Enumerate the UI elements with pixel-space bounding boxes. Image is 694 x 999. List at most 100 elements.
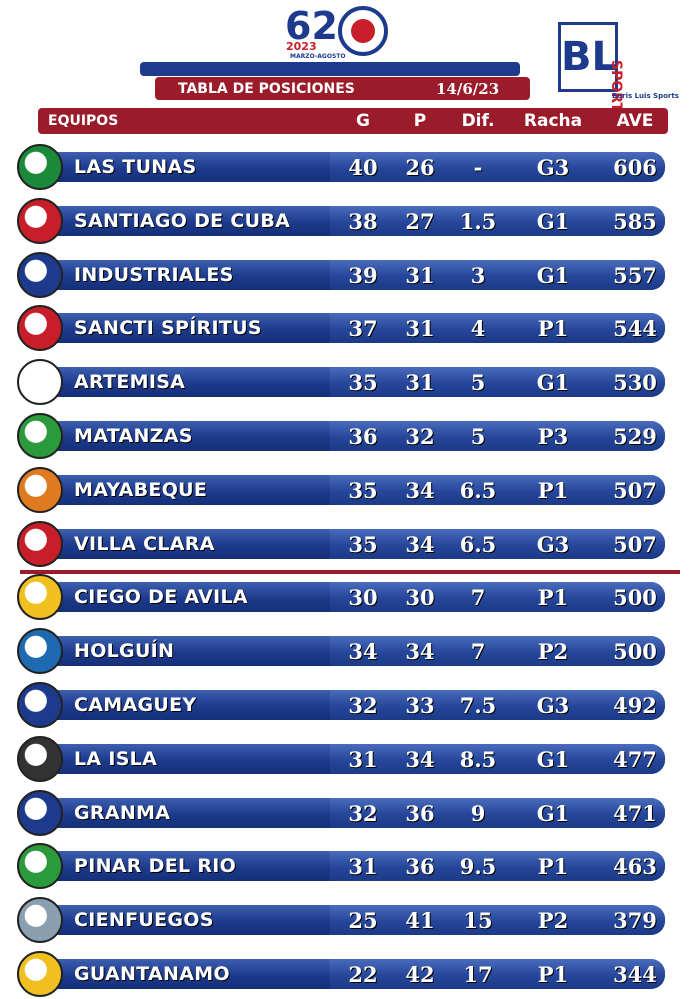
stat-cell: 500 xyxy=(613,585,657,611)
team-logo xyxy=(17,951,63,997)
column-header: Dif. xyxy=(461,111,495,131)
row-stats-band xyxy=(330,474,665,505)
stat-cell: 34 xyxy=(405,477,435,503)
team-row xyxy=(40,152,665,182)
team-name: ARTEMISA xyxy=(74,371,186,394)
team-row xyxy=(40,959,665,989)
team-name: MAYABEQUE xyxy=(74,478,208,501)
stat-cell: P1 xyxy=(537,854,569,880)
stat-cell: 6.5 xyxy=(459,477,497,503)
row-stats-band xyxy=(330,905,665,936)
row-stats-band xyxy=(330,259,665,290)
row-stats-band xyxy=(330,421,665,451)
row-stats-band xyxy=(330,367,665,398)
column-header: G xyxy=(356,111,370,131)
stat-cell: 32 xyxy=(405,424,435,449)
stat-cell: 35 xyxy=(348,477,378,503)
stat-cell: 26 xyxy=(405,155,435,180)
team-name: SANCTI SPÍRITUS xyxy=(74,317,262,340)
stat-cell: 606 xyxy=(613,155,657,180)
brand-logo: BL xyxy=(558,22,618,92)
title: TABLA DE POSICIONES xyxy=(178,81,355,97)
team-logo xyxy=(17,144,63,190)
stat-cell: 463 xyxy=(613,854,657,880)
row-stats-band xyxy=(330,313,665,344)
team-name: CIENFUEGOS xyxy=(74,909,214,932)
stat-cell: 31 xyxy=(405,370,435,396)
column-header: P xyxy=(413,111,427,131)
stat-cell: 36 xyxy=(405,800,435,826)
stat-cell: - xyxy=(473,155,483,180)
logo-dates: MARZO-AGOSTO xyxy=(290,53,346,60)
stat-cell: 31 xyxy=(405,316,435,342)
team-logo xyxy=(17,735,63,782)
team-name: GRANMA xyxy=(74,801,171,824)
brand-name: Boris Luis Sports xyxy=(612,92,679,100)
row-stats-band xyxy=(330,690,665,720)
team-name: CIEGO DE AVILA xyxy=(74,586,248,609)
stat-cell: 32 xyxy=(348,800,378,826)
column-header: EQUIPOS xyxy=(48,113,119,129)
stat-cell: 379 xyxy=(613,908,657,934)
team-logo xyxy=(17,359,63,406)
team-logo xyxy=(17,682,63,728)
stat-cell: 31 xyxy=(405,262,435,288)
row-stats-band xyxy=(330,582,665,613)
stat-cell: 7.5 xyxy=(459,693,497,718)
stat-cell: 6.5 xyxy=(459,531,497,557)
stat-cell: P1 xyxy=(537,585,569,611)
team-row xyxy=(40,582,665,613)
stat-cell: P1 xyxy=(537,477,569,503)
stat-cell: 557 xyxy=(613,262,657,288)
stat-cell: 1.5 xyxy=(459,208,497,234)
team-name: LA ISLA xyxy=(74,747,158,770)
stat-cell: 9.5 xyxy=(459,854,497,880)
stat-cell: 530 xyxy=(613,370,657,396)
stat-cell: 17 xyxy=(463,962,493,987)
stat-cell: G3 xyxy=(536,155,570,180)
title-bar xyxy=(155,77,530,100)
stat-cell: P3 xyxy=(537,424,569,449)
title-band xyxy=(140,62,520,76)
column-header: Racha xyxy=(523,111,583,131)
stat-cell: G1 xyxy=(536,746,570,772)
stat-cell: 31 xyxy=(348,746,378,772)
stat-cell: 507 xyxy=(613,531,657,557)
column-header: AVE xyxy=(616,111,654,131)
stat-cell: 477 xyxy=(613,746,657,772)
row-stats-band xyxy=(330,743,665,774)
stat-cell: 32 xyxy=(348,693,378,718)
stat-cell: P1 xyxy=(537,316,569,342)
row-stats-band xyxy=(330,636,665,667)
team-row xyxy=(40,421,665,451)
stat-cell: P1 xyxy=(537,962,569,987)
team-name: VILLA CLARA xyxy=(74,532,215,555)
stat-cell: 529 xyxy=(613,424,657,449)
stat-cell: 5 xyxy=(470,370,486,396)
stat-cell: 31 xyxy=(348,854,378,880)
row-stats-band xyxy=(330,851,665,882)
team-row xyxy=(40,797,665,828)
stat-cell: G3 xyxy=(536,531,570,557)
stat-cell: 4 xyxy=(470,316,486,342)
team-logo xyxy=(17,413,63,459)
team-name: SANTIAGO DE CUBA xyxy=(74,209,291,232)
stat-cell: 39 xyxy=(348,262,378,288)
team-name: PINAR DEL RIO xyxy=(74,855,237,878)
team-row xyxy=(40,313,665,344)
team-name: INDUSTRIALES xyxy=(74,263,234,286)
team-name: CAMAGUEY xyxy=(74,694,197,716)
stat-cell: 27 xyxy=(405,208,435,234)
row-stats-band xyxy=(330,205,665,236)
logo-year: 2023 xyxy=(286,40,317,53)
stat-cell: 41 xyxy=(405,908,435,934)
league-logo xyxy=(338,6,388,56)
stat-cell: 34 xyxy=(348,639,378,665)
team-row xyxy=(40,851,665,882)
stat-cell: 22 xyxy=(348,962,378,987)
stat-cell: 37 xyxy=(348,316,378,342)
team-logo xyxy=(17,251,63,298)
team-row xyxy=(40,528,665,559)
stat-cell: 30 xyxy=(405,585,435,611)
